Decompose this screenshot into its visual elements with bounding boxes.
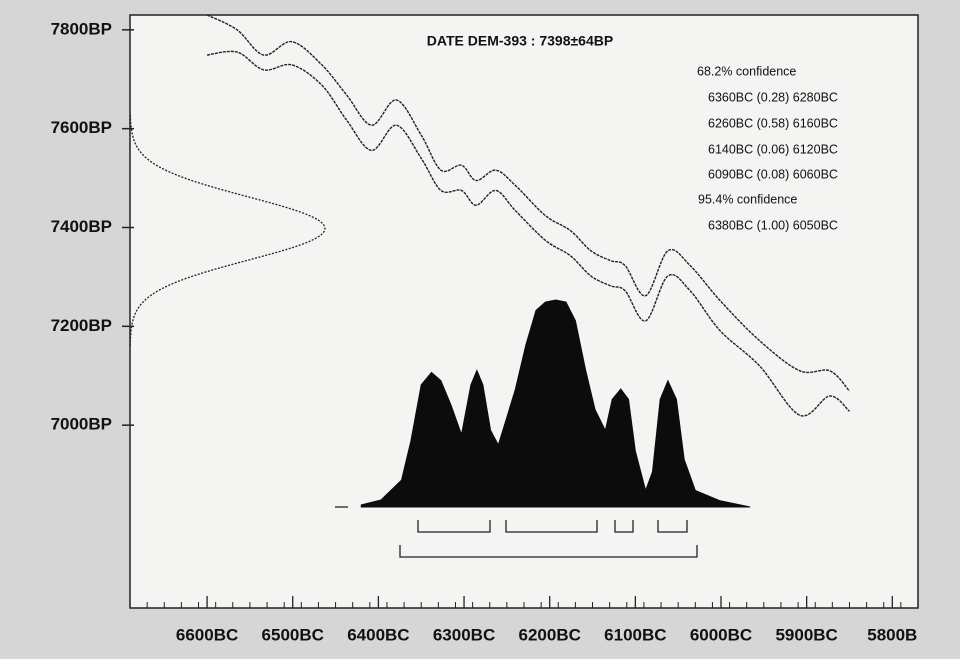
x-tick-label: 5800B (867, 625, 917, 644)
y-tick-label: 7000BP (51, 415, 112, 434)
confidence-text: 95.4% confidence (698, 192, 797, 206)
x-tick-label: 6200BC (519, 625, 581, 644)
calibration-curve (206, 14, 851, 392)
measurement-curve (129, 114, 326, 348)
x-tick-label: 6600BC (176, 625, 238, 644)
x-tick-label: 6500BC (262, 625, 324, 644)
x-tick-label: 6300BC (433, 625, 495, 644)
confidence-text: 6090BC (0.08) 6060BC (708, 167, 838, 181)
x-tick-label: 6000BC (690, 625, 752, 644)
y-tick-label: 7400BP (51, 217, 112, 236)
confidence-text: 68.2% confidence (697, 64, 796, 78)
bracket (399, 545, 698, 558)
y-tick-label: 7600BP (51, 118, 112, 137)
x-tick-label: 6400BC (347, 625, 409, 644)
confidence-text: 6380BC (1.00) 6050BC (708, 218, 838, 232)
bracket (657, 520, 688, 533)
probability-distribution (360, 299, 751, 508)
range-brackets (335, 506, 698, 558)
x-tick-label: 5900BC (775, 625, 837, 644)
plot-frame (129, 14, 919, 609)
bracket (505, 520, 598, 533)
confidence-text: 6260BC (0.58) 6160BC (708, 116, 838, 130)
confidence-text: 6140BC (0.06) 6120BC (708, 142, 838, 156)
confidence-text: 6360BC (0.28) 6280BC (708, 90, 838, 104)
x-tick-label: 6100BC (604, 625, 666, 644)
bracket (417, 520, 491, 533)
y-tick-label: 7200BP (51, 316, 112, 335)
chart-title: DATE DEM-393 : 7398±64BP (427, 33, 613, 49)
bracket (614, 520, 634, 533)
y-tick-label: 7800BP (51, 19, 112, 38)
calibration-curve (206, 50, 850, 417)
